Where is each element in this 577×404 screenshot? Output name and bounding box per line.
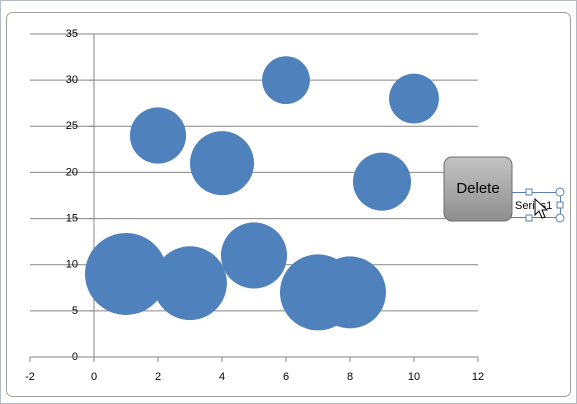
x-tick-label: 0 xyxy=(91,371,97,383)
handle[interactable] xyxy=(555,213,565,223)
handle[interactable] xyxy=(525,214,533,222)
y-tick-label: 35 xyxy=(66,28,78,40)
bubble xyxy=(353,152,411,211)
y-tick-label: 15 xyxy=(66,212,78,224)
y-tick-label: 5 xyxy=(72,305,78,317)
x-tick-label: -2 xyxy=(25,371,35,383)
bubble xyxy=(262,56,310,105)
x-tick-label: 8 xyxy=(347,371,353,383)
bubble xyxy=(189,131,255,196)
y-tick-label: 20 xyxy=(66,166,78,178)
bubble xyxy=(85,232,167,315)
handle[interactable] xyxy=(525,188,533,196)
button-label[interactable]: Delete xyxy=(456,180,499,197)
button-bg[interactable] xyxy=(443,156,513,222)
y-tick-label: 30 xyxy=(66,74,78,86)
bubble xyxy=(389,73,439,124)
delete-button[interactable]: Delete xyxy=(443,156,513,222)
x-tick-label: 4 xyxy=(219,371,225,383)
bubble xyxy=(129,107,187,164)
bubble xyxy=(314,256,386,329)
y-tick-label: 25 xyxy=(66,120,78,132)
cursor xyxy=(534,197,549,219)
handle[interactable] xyxy=(556,201,564,209)
x-tick-label: 10 xyxy=(408,371,420,383)
y-tick-label: 10 xyxy=(66,259,78,271)
bubble xyxy=(153,246,227,321)
x-tick-label: 12 xyxy=(472,371,484,383)
bubble xyxy=(220,222,288,289)
x-tick-label: 6 xyxy=(283,371,289,383)
x-tick-label: 2 xyxy=(155,371,161,383)
handle[interactable] xyxy=(555,187,565,197)
